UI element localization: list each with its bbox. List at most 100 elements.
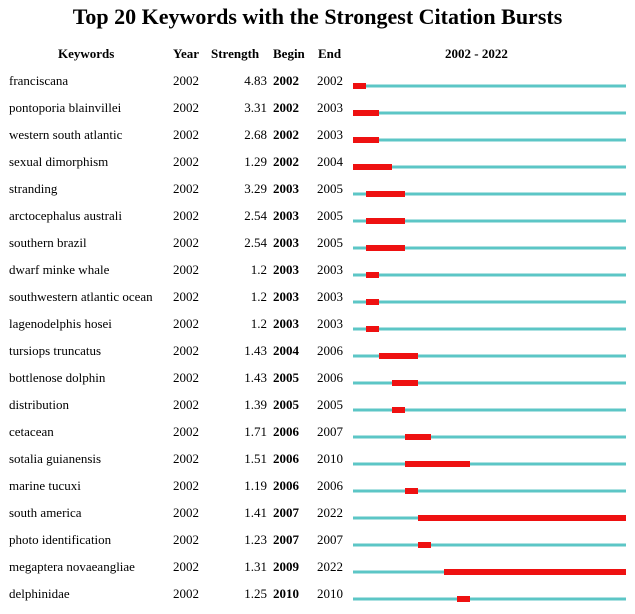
header-range: 2002 - 2022 — [445, 46, 508, 61]
begin-cell: 2003 — [273, 262, 299, 277]
year-cell: 2002 — [173, 451, 199, 466]
keyword-cell: photo identification — [9, 532, 112, 547]
table-row: cetacean 2002 1.71 2006 2007 — [0, 423, 635, 450]
burst-bar — [444, 569, 626, 575]
end-cell: 2005 — [317, 397, 343, 412]
strength-cell: 1.41 — [244, 505, 267, 520]
timeline-line — [353, 111, 626, 115]
strength-cell: 1.31 — [244, 559, 267, 574]
strength-cell: 1.39 — [244, 397, 267, 412]
table-row: marine tucuxi 2002 1.19 2006 2006 — [0, 477, 635, 504]
begin-cell: 2006 — [273, 424, 299, 439]
timeline-line — [353, 489, 626, 493]
burst-bar — [353, 137, 379, 143]
strength-cell: 1.23 — [244, 532, 267, 547]
end-cell: 2022 — [317, 505, 343, 520]
burst-bar — [405, 488, 418, 494]
timeline-line — [353, 462, 626, 466]
keyword-cell: south america — [9, 505, 82, 520]
begin-cell: 2005 — [273, 397, 299, 412]
year-cell: 2002 — [173, 532, 199, 547]
table-row: arctocephalus australi 2002 2.54 2003 2005 — [0, 207, 635, 234]
strength-cell: 1.2 — [250, 262, 267, 277]
burst-bar — [418, 542, 431, 548]
table-row: dwarf minke whale 2002 1.2 2003 2003 — [0, 261, 635, 288]
table-row: south america 2002 1.41 2007 2022 — [0, 504, 635, 531]
timeline-line — [353, 84, 626, 88]
end-cell: 2003 — [317, 100, 343, 115]
burst-bar — [353, 110, 379, 116]
strength-cell: 1.71 — [244, 424, 267, 439]
year-cell: 2002 — [173, 586, 199, 601]
end-cell: 2010 — [317, 451, 343, 466]
year-cell: 2002 — [173, 100, 199, 115]
burst-bar — [366, 245, 405, 251]
burst-bar — [379, 353, 418, 359]
table-row: sotalia guianensis 2002 1.51 2006 2010 — [0, 450, 635, 477]
begin-cell: 2006 — [273, 451, 299, 466]
keyword-cell: southern brazil — [9, 235, 87, 250]
table-row: western south atlantic 2002 2.68 2002 2003 — [0, 126, 635, 153]
burst-bar — [366, 191, 405, 197]
strength-cell: 4.83 — [244, 73, 267, 88]
begin-cell: 2010 — [273, 586, 299, 601]
timeline-line — [353, 300, 626, 304]
timeline-line — [353, 165, 626, 169]
keyword-cell: megaptera novaeangliae — [9, 559, 135, 574]
end-cell: 2005 — [317, 181, 343, 196]
timeline-line — [353, 543, 626, 547]
table-row: bottlenose dolphin 2002 1.43 2005 2006 — [0, 369, 635, 396]
begin-cell: 2003 — [273, 289, 299, 304]
begin-cell: 2003 — [273, 235, 299, 250]
keyword-cell: pontoporia blainvillei — [9, 100, 122, 115]
strength-cell: 1.2 — [250, 316, 267, 331]
end-cell: 2007 — [317, 424, 343, 439]
header-end: End — [318, 46, 342, 61]
burst-bar — [457, 596, 470, 602]
year-cell: 2002 — [173, 424, 199, 439]
end-cell: 2003 — [317, 127, 343, 142]
begin-cell: 2009 — [273, 559, 299, 574]
year-cell: 2002 — [173, 505, 199, 520]
keyword-cell: bottlenose dolphin — [9, 370, 106, 385]
end-cell: 2003 — [317, 316, 343, 331]
burst-bar — [353, 164, 392, 170]
table-row: tursiops truncatus 2002 1.43 2004 2006 — [0, 342, 635, 369]
strength-cell: 1.51 — [244, 451, 267, 466]
end-cell: 2006 — [317, 343, 343, 358]
end-cell: 2004 — [317, 154, 343, 169]
year-cell: 2002 — [173, 73, 199, 88]
year-cell: 2002 — [173, 478, 199, 493]
burst-bar — [392, 380, 418, 386]
keyword-cell: southwestern atlantic ocean — [9, 289, 153, 304]
table-row: photo identification 2002 1.23 2007 2007 — [0, 531, 635, 558]
timeline-line — [353, 138, 626, 142]
timeline-line — [353, 327, 626, 331]
header-begin: Begin — [273, 46, 305, 61]
strength-cell: 3.29 — [244, 181, 267, 196]
table-row: megaptera novaeangliae 2002 1.31 2009 2022 — [0, 558, 635, 585]
begin-cell: 2003 — [273, 181, 299, 196]
header-keywords: Keywords — [58, 46, 115, 61]
timeline-line — [353, 246, 626, 250]
year-cell: 2002 — [173, 370, 199, 385]
strength-cell: 1.2 — [250, 289, 267, 304]
end-cell: 2002 — [317, 73, 343, 88]
burst-bar — [353, 83, 366, 89]
strength-cell: 3.31 — [244, 100, 267, 115]
end-cell: 2022 — [317, 559, 343, 574]
strength-cell: 1.43 — [244, 370, 267, 385]
burst-bar — [405, 434, 431, 440]
keyword-cell: sotalia guianensis — [9, 451, 102, 466]
keyword-cell: marine tucuxi — [9, 478, 81, 493]
timeline-line — [353, 597, 626, 601]
keyword-cell: sexual dimorphism — [9, 154, 109, 169]
keyword-cell: dwarf minke whale — [9, 262, 110, 277]
year-cell: 2002 — [173, 343, 199, 358]
chart-title: Top 20 Keywords with the Strongest Citat… — [72, 4, 563, 29]
year-cell: 2002 — [173, 559, 199, 574]
end-cell: 2003 — [317, 289, 343, 304]
begin-cell: 2007 — [273, 532, 299, 547]
header-strength: Strength — [211, 46, 260, 61]
